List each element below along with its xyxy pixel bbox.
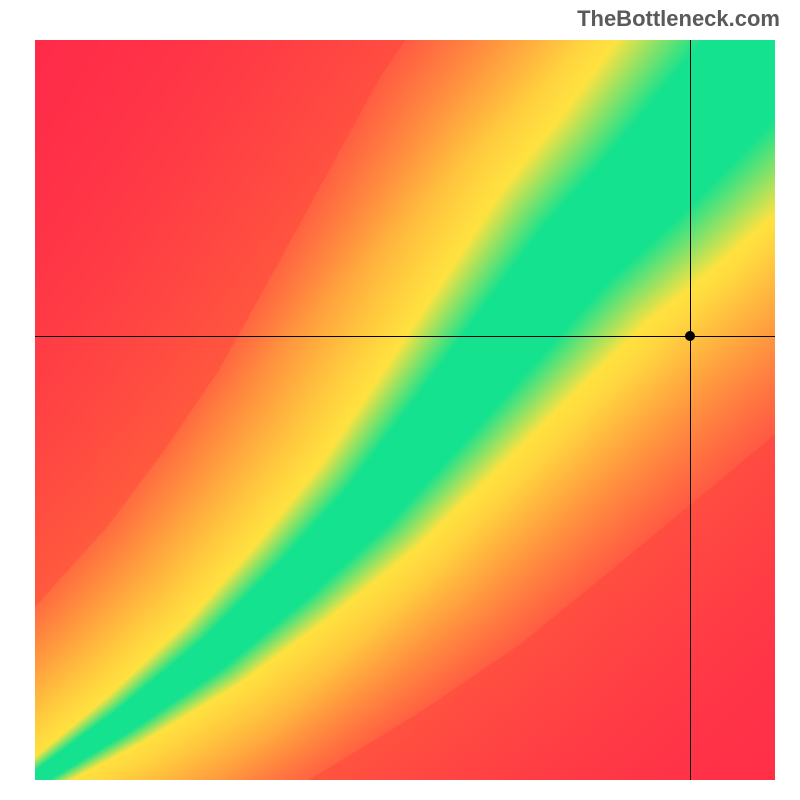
crosshair-marker: [685, 331, 695, 341]
heatmap-plot: [35, 40, 775, 780]
crosshair-vertical: [690, 40, 691, 780]
crosshair-horizontal: [35, 336, 775, 337]
heatmap-canvas: [35, 40, 775, 780]
watermark-text: TheBottleneck.com: [577, 6, 780, 32]
